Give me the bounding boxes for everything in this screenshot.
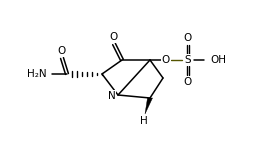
Text: S: S bbox=[185, 55, 191, 65]
Text: O: O bbox=[110, 32, 118, 42]
Text: O: O bbox=[162, 55, 170, 65]
Text: H: H bbox=[140, 116, 148, 126]
Text: O: O bbox=[184, 33, 192, 43]
Text: H₂N: H₂N bbox=[27, 69, 47, 79]
Text: OH: OH bbox=[210, 55, 226, 65]
Text: O: O bbox=[184, 77, 192, 87]
Text: N: N bbox=[108, 91, 116, 101]
Text: O: O bbox=[58, 46, 66, 56]
Polygon shape bbox=[145, 98, 152, 114]
